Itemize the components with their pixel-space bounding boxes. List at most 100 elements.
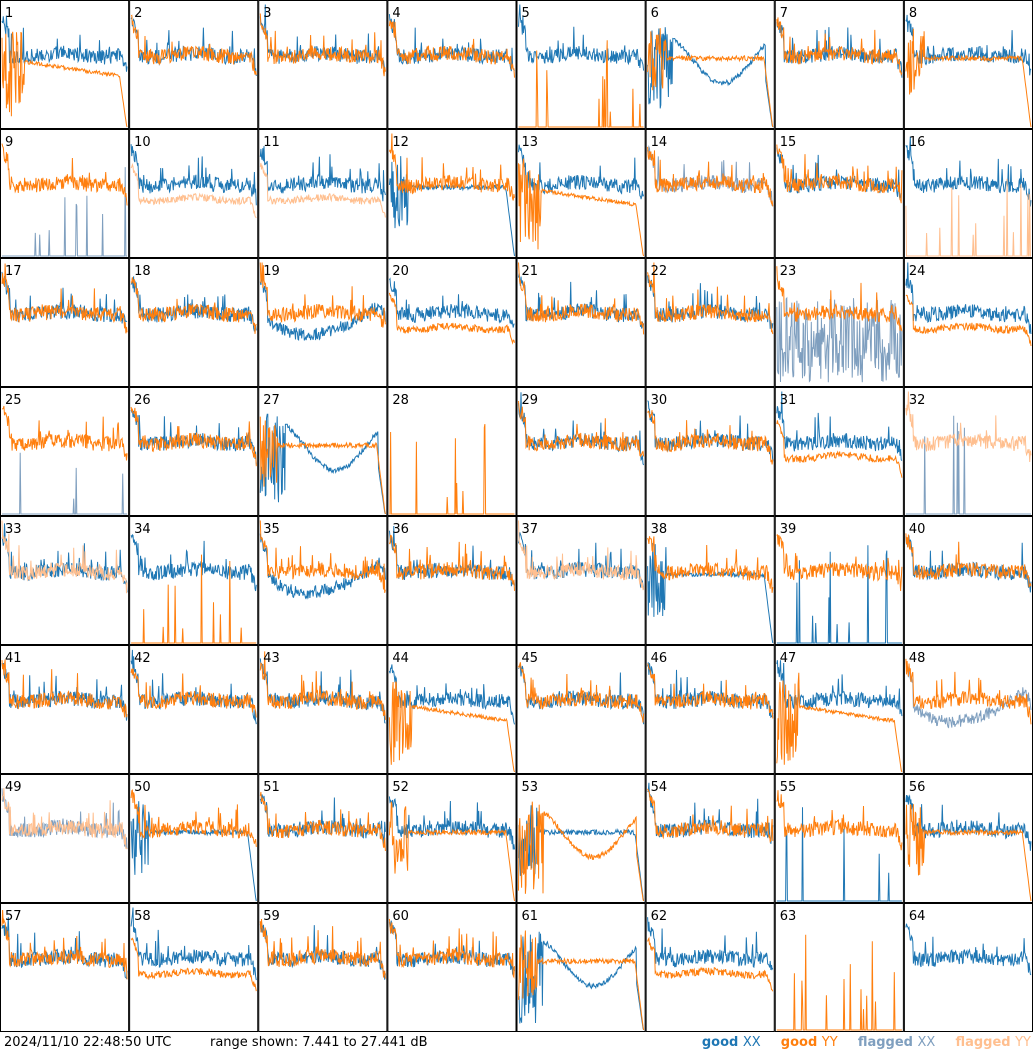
panel-label-60: 60 [392, 909, 409, 924]
panel-label-36: 36 [392, 522, 409, 537]
panel-label-7: 7 [780, 6, 788, 21]
panel-label-55: 55 [780, 780, 797, 795]
panel-8-xx-line [905, 14, 1032, 76]
panel-19-yy-line [259, 262, 386, 328]
panel-21: 21 [516, 258, 646, 387]
panel-4-yy-line [388, 20, 515, 78]
panel-frame-2 [129, 0, 259, 129]
panel-57: 57 [0, 903, 130, 1032]
panel-frame-19 [258, 258, 388, 387]
panel-27-yy-line [259, 416, 386, 515]
panel-61: 61 [516, 903, 646, 1032]
panel-50: 50 [129, 774, 259, 903]
panel-label-41: 41 [5, 651, 22, 666]
panel-40-xx-line [905, 534, 1032, 593]
footer-bar: 2024/11/10 22:48:50 UTC range shown: 7.4… [0, 1033, 1033, 1053]
panel-frame-39 [774, 516, 904, 645]
panel-frame-30 [645, 387, 775, 516]
panel-label-25: 25 [5, 393, 22, 408]
panel-12-yy-line [388, 133, 515, 201]
panel-12-xx-line [388, 156, 515, 257]
panel-label-50: 50 [134, 780, 151, 795]
legend-good-xx-pol: XX [742, 1035, 761, 1050]
panel-label-32: 32 [909, 393, 926, 408]
panel-frame-49 [0, 774, 130, 903]
panel-12: 12 [387, 129, 517, 258]
panel-frame-10 [129, 129, 259, 258]
panel-frame-50 [129, 774, 259, 903]
panel-38: 38 [645, 516, 775, 645]
panel-label-43: 43 [263, 651, 280, 666]
panel-frame-53 [516, 774, 646, 903]
panel-5-yy-line [518, 40, 644, 128]
panel-9-xx-line [2, 167, 128, 257]
panel-frame-31 [774, 387, 904, 516]
panel-62: 62 [645, 903, 775, 1032]
panel-26-yy-line [130, 406, 257, 467]
panel-2: 2 [129, 0, 259, 129]
panel-frame-58 [129, 903, 259, 1032]
legend-flagged-xx: flagged XX [858, 1035, 935, 1050]
panel-label-2: 2 [134, 6, 142, 21]
panel-frame-18 [129, 258, 259, 387]
panel-label-1: 1 [5, 6, 13, 21]
panel-39-yy-line [776, 534, 903, 592]
panel-label-63: 63 [780, 909, 797, 924]
panel-29: 29 [516, 387, 646, 516]
legend-flagged-xx-prefix: flagged [857, 1035, 918, 1050]
panel-label-61: 61 [522, 909, 539, 924]
panel-26: 26 [129, 387, 259, 516]
panel-frame-46 [645, 645, 775, 774]
panel-22: 22 [645, 258, 775, 387]
panel-frame-28 [387, 387, 517, 516]
panel-frame-36 [387, 516, 517, 645]
panel-frame-15 [774, 129, 904, 258]
panel-32-yy-line [905, 391, 1032, 463]
panel-frame-63 [774, 903, 904, 1032]
range-readout: range shown: 7.441 to 27.441 dB [210, 1035, 428, 1050]
panel-frame-34 [129, 516, 259, 645]
panel-55-yy-line [776, 790, 903, 851]
panel-6-yy-line [647, 28, 774, 128]
panel-label-37: 37 [522, 522, 539, 537]
panel-6: 6 [645, 0, 775, 129]
panel-11: 11 [258, 129, 388, 258]
panel-22-yy-line [647, 262, 774, 335]
panel-16-yy-line [905, 178, 1031, 257]
panel-label-6: 6 [651, 6, 659, 21]
panel-frame-59 [258, 903, 388, 1032]
panel-24: 24 [903, 258, 1033, 387]
panel-1-xx-line [1, 15, 128, 72]
legend-good-yy: good YY [781, 1035, 838, 1050]
panel-frame-26 [129, 387, 259, 516]
panel-37-yy-line [518, 520, 645, 591]
panel-20-xx-line [388, 277, 515, 328]
panel-45-yy-line [518, 662, 645, 723]
panel-29-yy-line [518, 400, 645, 458]
panel-45-xx-line [518, 663, 645, 725]
panel-frame-47 [774, 645, 904, 774]
panel-label-54: 54 [651, 780, 668, 795]
panel-43-xx-line [259, 658, 386, 724]
panel-25-yy-line [1, 405, 128, 461]
panel-label-51: 51 [263, 780, 280, 795]
panel-33: 33 [0, 516, 130, 645]
panel-47-yy-line [776, 672, 903, 773]
panel-label-21: 21 [522, 264, 539, 279]
panel-frame-3 [258, 0, 388, 129]
panel-frame-45 [516, 645, 646, 774]
panel-31-yy-line [776, 420, 903, 478]
panel-frame-51 [258, 774, 388, 903]
panel-55-xx-line [776, 807, 902, 902]
panel-49-yy-line [1, 787, 128, 850]
panel-label-44: 44 [392, 651, 409, 666]
panel-frame-11 [258, 129, 388, 258]
legend-good-xx: good XX [702, 1035, 761, 1050]
panel-label-29: 29 [522, 393, 539, 408]
panel-1: 1 [0, 0, 130, 129]
panel-frame-4 [387, 0, 517, 129]
panel-frame-1 [0, 0, 130, 129]
panel-33-yy-line [1, 520, 128, 594]
